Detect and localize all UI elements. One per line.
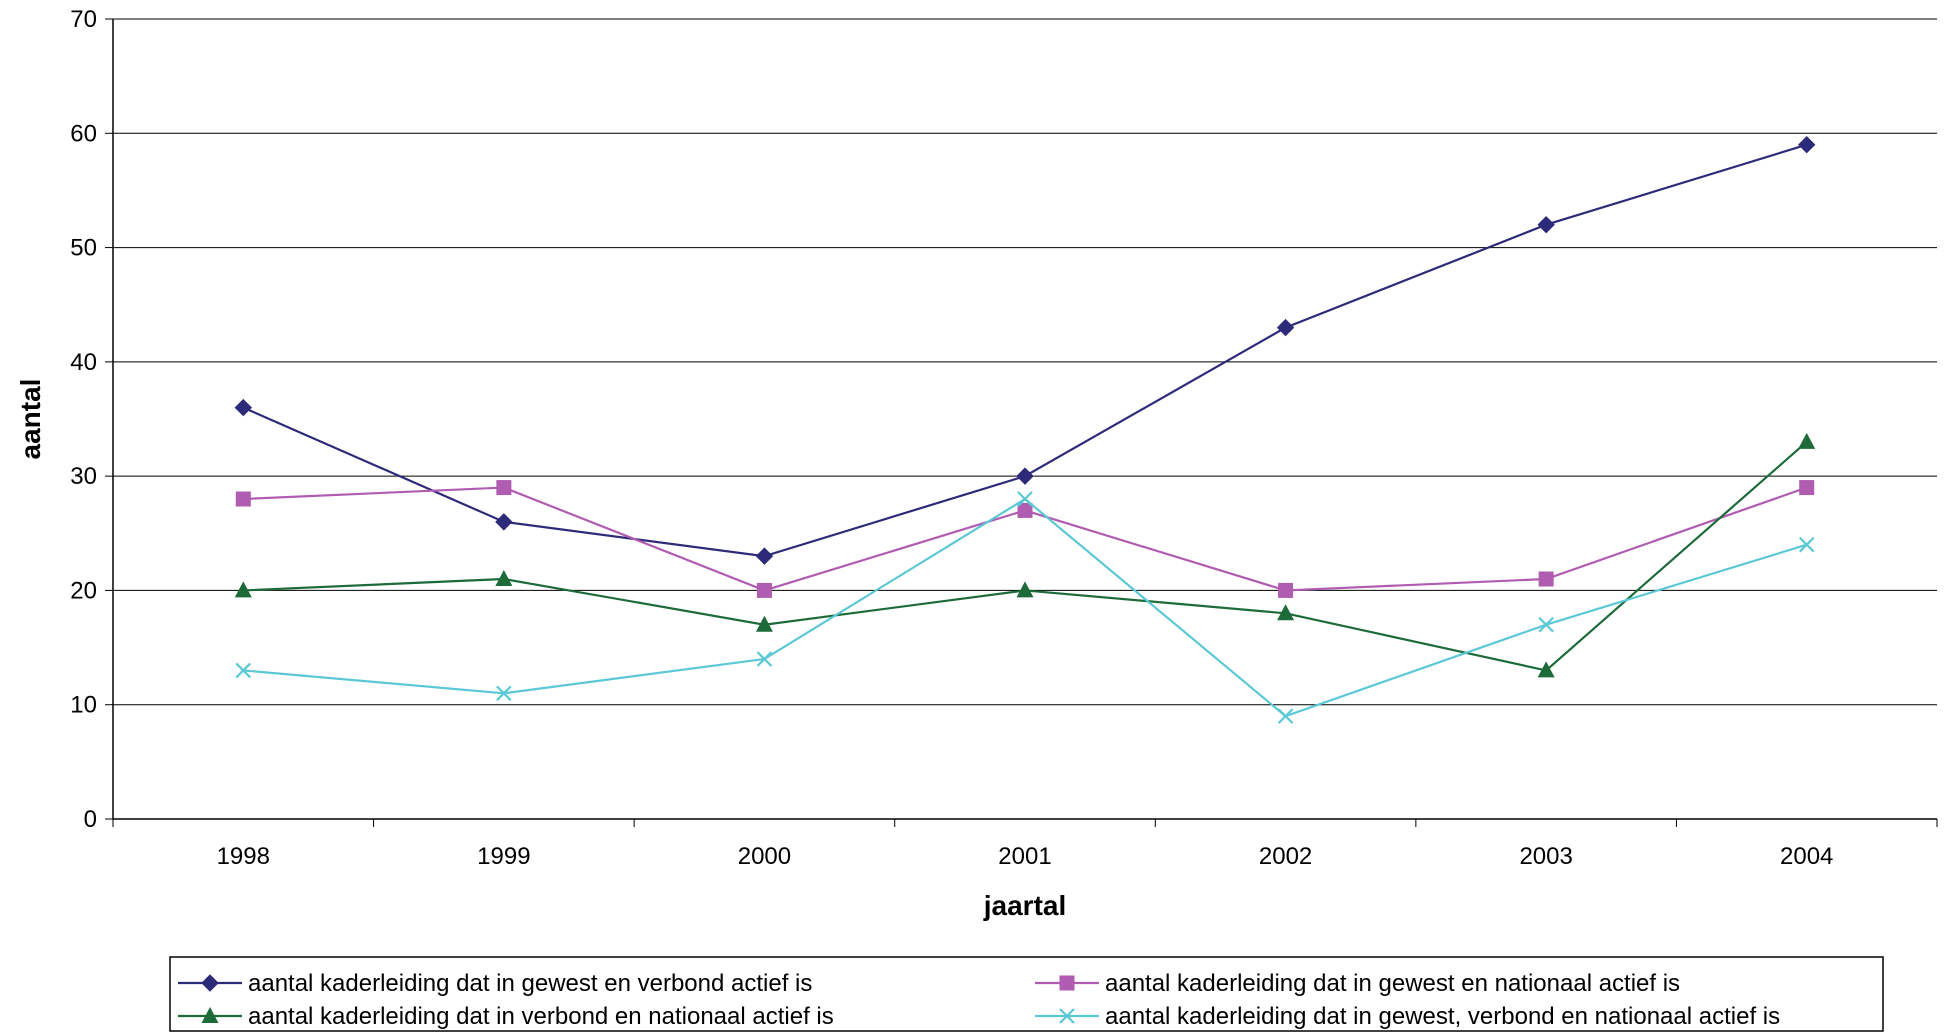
x-tick-label: 1999 [477,843,530,870]
data-point [1538,571,1554,587]
series-1 [234,136,1816,565]
legend-marker [201,1007,219,1023]
data-point [1538,616,1554,633]
data-point [1277,604,1295,621]
y-tick-label: 60 [70,120,97,147]
y-axis-title: aantal [15,379,46,460]
x-tick-label: 2002 [1259,843,1312,870]
data-point [1798,432,1816,449]
data-point [1016,467,1034,485]
x-tick-label: 2003 [1519,843,1572,870]
legend-entry: aantal kaderleiding dat in gewest, verbo… [1035,1003,1780,1030]
y-tick-label: 0 [84,806,97,833]
data-point [1017,491,1033,507]
legend-label: aantal kaderleiding dat in verbond en na… [248,1003,834,1030]
data-point [495,570,513,586]
x-tick-label: 2000 [738,843,791,870]
series-group [234,136,1816,724]
legend-marker [1059,1008,1075,1024]
data-point [1799,480,1815,496]
plot-area [113,19,1937,819]
data-point [755,615,773,632]
y-tick-label: 10 [70,692,97,719]
legend-label: aantal kaderleiding dat in gewest en nat… [1105,970,1680,997]
data-point [1278,582,1294,598]
data-point [1016,581,1034,598]
legend-label: aantal kaderleiding dat in gewest, verbo… [1105,1003,1780,1030]
y-tick-label: 20 [70,577,97,604]
legend: aantal kaderleiding dat in gewest en ver… [169,956,1884,1032]
x-tick-label: 2001 [998,843,1051,870]
data-point [1276,318,1295,337]
y-tick-label: 30 [70,463,97,490]
x-tick-label: 1998 [217,843,270,870]
data-point [1537,216,1555,234]
data-point [1277,708,1294,724]
legend-marker [201,974,219,992]
legend-label: aantal kaderleiding dat in gewest en ver… [248,970,812,997]
data-point [1798,536,1815,553]
data-point [756,651,773,667]
legend-entry: aantal kaderleiding dat in gewest en ver… [178,970,812,997]
data-point [234,398,252,417]
legend-frame [169,956,1884,1032]
data-point [495,513,513,531]
axes [112,19,1937,820]
series-2 [235,480,1815,598]
legend-entry: aantal kaderleiding dat in verbond en na… [178,1003,834,1030]
data-point [235,662,252,679]
legend-entry: aantal kaderleiding dat in gewest en nat… [1035,970,1680,997]
data-point [755,547,774,565]
x-axis-ticks: 1998 1999 2000 2001 2002 2003 2004 [112,819,1938,870]
y-tick-label: 70 [70,6,97,33]
series-4 [235,491,1815,724]
data-point [1537,661,1555,678]
data-point [234,581,252,598]
data-point [756,582,772,598]
y-axis-ticks: 0 10 20 30 40 50 60 70 [70,6,113,833]
data-point [496,685,512,702]
x-tick-label: 2004 [1780,843,1833,870]
data-point [496,480,512,496]
y-tick-label: 40 [70,349,97,376]
y-tick-label: 50 [70,235,97,262]
x-axis-title: jaartal [983,890,1067,921]
data-point [1017,502,1033,518]
series-3 [234,432,1816,678]
data-point [1798,136,1816,154]
legend-marker [1059,975,1075,991]
data-point [235,491,251,507]
